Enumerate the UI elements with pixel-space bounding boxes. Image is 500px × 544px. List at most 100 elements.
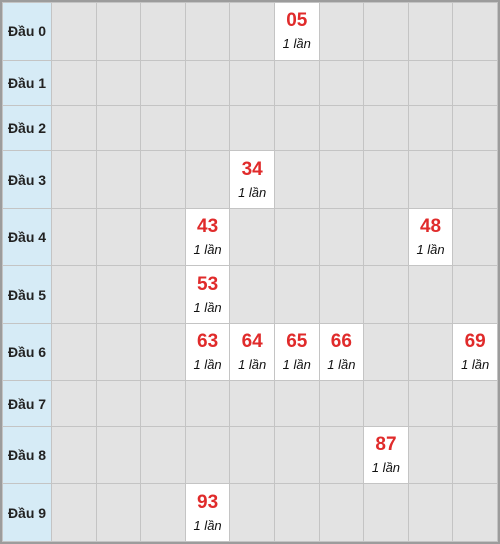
head-label: Đầu 7 xyxy=(2,380,52,427)
lottery-number: 48 xyxy=(419,216,442,238)
lottery-number: 05 xyxy=(286,10,308,32)
occurrence-count: 1 lần xyxy=(461,357,490,373)
lottery-number: 64 xyxy=(241,331,263,353)
empty-cell xyxy=(318,380,365,427)
empty-cell xyxy=(51,322,97,382)
head-row: Đầu 9 93 1 lần xyxy=(2,483,498,542)
empty-cell xyxy=(273,265,320,324)
empty-cell xyxy=(318,104,365,152)
empty-cell xyxy=(363,483,409,542)
occurrence-count: 1 lần xyxy=(193,357,222,373)
empty-cell xyxy=(452,2,498,61)
empty-cell xyxy=(273,483,320,542)
number-cell: 93 1 lần xyxy=(184,483,231,542)
lottery-number: 63 xyxy=(197,331,219,353)
number-cell: 53 1 lần xyxy=(184,265,231,324)
empty-cell xyxy=(407,104,454,152)
number-cell: 69 1 lần xyxy=(452,322,498,382)
occurrence-count: 1 lần xyxy=(193,242,222,258)
empty-cell xyxy=(407,2,454,61)
head-label: Đầu 5 xyxy=(2,265,52,324)
number-cell: 64 1 lần xyxy=(229,322,275,382)
empty-cell xyxy=(318,2,365,61)
occurrence-count: 1 lần xyxy=(238,184,267,200)
empty-cell xyxy=(363,150,409,209)
empty-cell xyxy=(184,150,231,209)
number-cell: 63 1 lần xyxy=(184,322,231,382)
empty-cell xyxy=(229,483,275,542)
empty-cell xyxy=(184,380,231,427)
empty-cell xyxy=(273,380,320,427)
empty-cell xyxy=(95,322,142,382)
empty-cell xyxy=(407,483,454,542)
head-row: Đầu 0 05 1 lần xyxy=(2,2,498,61)
head-row: Đầu 2 xyxy=(2,104,498,152)
empty-cell xyxy=(184,104,231,152)
empty-cell xyxy=(51,425,97,485)
empty-cell xyxy=(95,425,142,485)
head-label: Đầu 6 xyxy=(2,322,52,382)
lottery-number: 34 xyxy=(241,158,263,180)
empty-cell xyxy=(184,425,231,485)
empty-cell xyxy=(452,380,498,427)
empty-cell xyxy=(51,59,97,106)
empty-cell xyxy=(51,2,97,61)
empty-cell xyxy=(363,322,409,382)
empty-cell xyxy=(229,2,275,61)
head-row: Đầu 3 34 1 lần xyxy=(2,150,498,209)
empty-cell xyxy=(452,265,498,324)
occurrence-count: 1 lần xyxy=(193,299,222,315)
lottery-number: 66 xyxy=(330,331,352,353)
number-cell: 87 1 lần xyxy=(363,425,409,485)
empty-cell xyxy=(140,380,186,427)
head-label: Đầu 4 xyxy=(2,207,52,267)
empty-cell xyxy=(407,425,454,485)
head-label: Đầu 9 xyxy=(2,483,52,542)
empty-cell xyxy=(318,425,365,485)
empty-cell xyxy=(229,380,275,427)
empty-cell xyxy=(452,104,498,152)
empty-cell xyxy=(95,150,142,209)
empty-cell xyxy=(140,207,186,267)
occurrence-count: 1 lần xyxy=(238,357,267,373)
head-row: Đầu 4 43 1 lần 48 1 lần xyxy=(2,207,498,267)
head-label: Đầu 0 xyxy=(2,2,52,61)
occurrence-count: 1 lần xyxy=(282,36,311,52)
empty-cell xyxy=(452,207,498,267)
empty-cell xyxy=(95,59,142,106)
empty-cell xyxy=(363,207,409,267)
empty-cell xyxy=(363,380,409,427)
number-cell: 48 1 lần xyxy=(407,207,454,267)
empty-cell xyxy=(273,59,320,106)
empty-cell xyxy=(51,104,97,152)
empty-cell xyxy=(452,59,498,106)
empty-cell xyxy=(318,59,365,106)
empty-cell xyxy=(51,207,97,267)
empty-cell xyxy=(363,265,409,324)
empty-cell xyxy=(452,483,498,542)
head-row: Đầu 1 xyxy=(2,59,498,106)
empty-cell xyxy=(140,322,186,382)
empty-cell xyxy=(407,150,454,209)
occurrence-count: 1 lần xyxy=(371,460,401,476)
empty-cell xyxy=(95,380,142,427)
lottery-number: 69 xyxy=(464,331,486,353)
lottery-number: 65 xyxy=(286,331,308,353)
empty-cell xyxy=(318,150,365,209)
empty-cell xyxy=(452,150,498,209)
number-cell: 43 1 lần xyxy=(184,207,231,267)
empty-cell xyxy=(140,483,186,542)
empty-cell xyxy=(273,150,320,209)
empty-cell xyxy=(318,483,365,542)
head-row: Đầu 8 87 1 lần xyxy=(2,425,498,485)
head-label: Đầu 8 xyxy=(2,425,52,485)
occurrence-count: 1 lần xyxy=(327,357,356,373)
empty-cell xyxy=(140,425,186,485)
empty-cell xyxy=(407,265,454,324)
empty-cell xyxy=(140,265,186,324)
empty-cell xyxy=(140,59,186,106)
empty-cell xyxy=(95,2,142,61)
empty-cell xyxy=(229,104,275,152)
